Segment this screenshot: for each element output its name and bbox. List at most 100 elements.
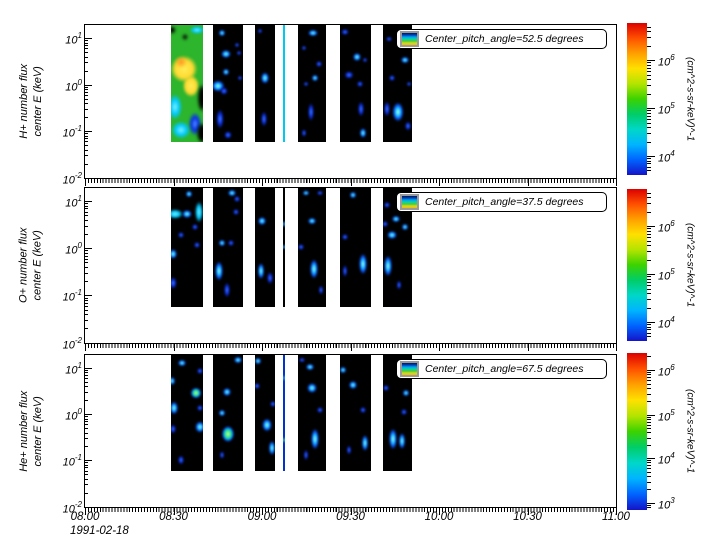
y-minor-tick — [85, 464, 88, 466]
flux-blob — [196, 81, 203, 114]
flux-blob — [187, 25, 203, 35]
colorbar-minor-tick — [647, 170, 651, 172]
colorbar-major-tick — [647, 322, 655, 323]
colorbar-minor-tick — [647, 233, 651, 235]
y-minor-tick — [85, 438, 88, 440]
y-minor-tick — [85, 328, 88, 330]
flux-blob — [360, 433, 369, 454]
flux-blob — [391, 214, 402, 223]
colorbar-minor-tick — [647, 79, 651, 81]
colorbar-minor-tick — [647, 372, 651, 374]
colorbar-minor-tick — [647, 379, 651, 381]
y-minor-tick — [85, 375, 88, 377]
y-axis-title-line1: He+ number flux — [17, 390, 30, 472]
y-major-tick — [85, 295, 92, 297]
flux-blob — [256, 27, 263, 34]
y-tick-label: 100 — [42, 406, 82, 424]
colorbar-minor-tick — [647, 236, 651, 238]
log-base: 10 — [62, 127, 75, 140]
y-minor-tick — [85, 474, 88, 476]
y-minor-tick — [85, 252, 88, 254]
flux-blob — [254, 382, 261, 391]
colorbar-tick-label: 106 — [658, 218, 684, 236]
spectrogram-thin-segment — [283, 188, 286, 307]
flux-blob — [180, 209, 193, 220]
x-major-tick — [439, 508, 440, 515]
x-tick-label: 09:30 — [336, 511, 365, 523]
spectrogram-block — [212, 25, 243, 143]
colorbar-minor-tick — [647, 166, 651, 168]
log-exponent: 4 — [670, 451, 675, 461]
y-minor-tick — [85, 428, 88, 430]
flux-blob — [399, 56, 410, 65]
flux-blob — [357, 99, 366, 120]
y-tick-label: 101 — [42, 360, 82, 378]
flux-blob — [384, 36, 393, 43]
colorbar-unit-label: (cm^2-s-sr-keV)^-1 — [684, 389, 696, 474]
y-tick-label: 10-1 — [42, 287, 82, 305]
colorbar-minor-tick — [647, 329, 651, 331]
colorbar-minor-tick — [647, 489, 651, 491]
flux-blob — [191, 223, 200, 232]
flux-blob — [302, 189, 311, 196]
spectrogram-thin-segment — [283, 25, 286, 143]
flux-blob — [260, 416, 273, 433]
y-minor-tick — [85, 145, 88, 147]
y-major-tick — [85, 84, 92, 86]
flux-blob — [401, 389, 410, 398]
y-minor-tick — [85, 40, 88, 42]
colorbar-major-tick — [647, 60, 655, 62]
colorbar-minor-tick — [647, 127, 651, 129]
log-exponent: 1 — [77, 31, 82, 40]
x-major-tick — [262, 179, 263, 186]
spectrogram-block — [212, 355, 243, 472]
x-major-tick — [439, 344, 440, 351]
x-tick-label: 10:30 — [513, 511, 542, 523]
log-base: 10 — [658, 366, 671, 379]
flux-blob — [306, 217, 317, 226]
flux-blob — [171, 90, 184, 123]
legend-box: Center_pitch_angle=52.5 degrees — [396, 29, 607, 49]
y-tick-label: 101 — [42, 193, 82, 211]
flux-blob — [385, 230, 398, 241]
spectrogram-block — [339, 25, 371, 143]
log-base: 10 — [62, 174, 75, 187]
colorbar-tick-label: 105 — [658, 407, 684, 425]
flux-blob — [305, 362, 316, 371]
log-exponent: 4 — [670, 315, 675, 324]
flux-blob — [269, 399, 276, 408]
y-major-tick — [85, 506, 92, 508]
colorbar-major-tick — [647, 274, 655, 276]
log-base: 10 — [658, 222, 671, 235]
y-minor-tick — [85, 98, 88, 100]
colorbar-major-tick — [647, 415, 655, 416]
colorbar-minor-tick — [647, 445, 651, 447]
colorbar-minor-tick — [647, 85, 651, 87]
log-base: 10 — [62, 456, 75, 469]
y-minor-tick — [85, 108, 88, 110]
colorbar-h-plus — [627, 23, 647, 175]
x-tick-label: 11:00 — [602, 511, 630, 523]
log-exponent: 6 — [670, 362, 675, 372]
y-minor-tick — [85, 70, 88, 72]
colorbar-major-tick — [647, 369, 655, 371]
legend-label: Center_pitch_angle=67.5 degrees — [425, 363, 584, 375]
colorbar-minor-tick — [647, 326, 651, 328]
flux-blob — [227, 188, 238, 197]
y-minor-tick — [85, 470, 88, 472]
y-major-tick — [85, 131, 92, 133]
colorbar-minor-tick — [647, 31, 651, 33]
colorbar-minor-tick — [647, 432, 651, 434]
spectrogram-block — [297, 355, 327, 472]
y-minor-tick — [85, 42, 88, 44]
y-axis-title-h-plus: H+ number flux center E (keV) — [8, 25, 54, 178]
colorbar-minor-tick — [647, 383, 651, 385]
log-base: 10 — [658, 270, 671, 283]
y-axis-title-line1: H+ number flux — [17, 64, 30, 139]
y-minor-tick — [85, 155, 88, 157]
flux-blob — [233, 194, 242, 203]
colorbar-minor-tick — [647, 374, 651, 376]
log-exponent: 4 — [670, 149, 675, 158]
flux-blob — [192, 240, 201, 249]
y-axis-title-line1: O+ number flux — [17, 227, 30, 304]
